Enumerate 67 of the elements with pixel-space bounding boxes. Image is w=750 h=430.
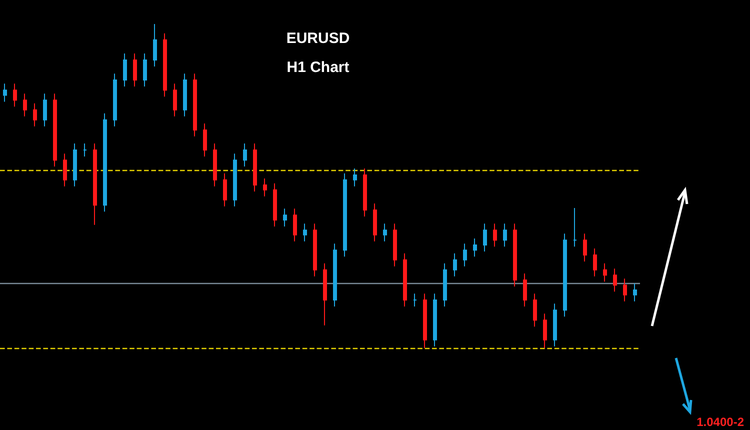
candlestick <box>183 73 187 117</box>
candlestick <box>83 143 87 158</box>
candlestick <box>503 223 507 248</box>
candlestick <box>153 24 157 67</box>
candlestick <box>583 233 587 262</box>
candlestick <box>453 252 457 277</box>
candlestick <box>293 208 297 242</box>
candlestick <box>123 52 127 88</box>
chart-title: EURUSD <box>286 30 350 47</box>
candlestick <box>493 223 497 248</box>
candlestick <box>3 83 7 102</box>
candlestick <box>113 73 117 127</box>
candlestick <box>213 143 217 187</box>
candlestick <box>263 178 267 197</box>
candlestick <box>483 223 487 252</box>
candlestick <box>243 143 247 168</box>
candlestick <box>103 112 107 212</box>
candlestick <box>433 293 437 347</box>
candlestick <box>603 262 607 282</box>
candlestick <box>393 223 397 267</box>
candlestick <box>363 168 367 217</box>
candlestick <box>563 233 567 318</box>
candlestick <box>33 102 37 127</box>
candlestick <box>533 293 537 328</box>
candlestick <box>383 223 387 242</box>
candlestick <box>423 293 427 348</box>
candlestick <box>313 223 317 277</box>
text: H1 Chart <box>286 59 350 76</box>
candlestick <box>303 223 307 242</box>
candlestick <box>463 243 467 267</box>
candlestick <box>333 243 337 308</box>
candlestick <box>633 283 637 302</box>
candlestick <box>543 313 547 348</box>
candlestick <box>573 208 577 248</box>
candlestick <box>593 248 597 277</box>
candlestick <box>223 172 227 207</box>
candlestick <box>193 73 197 137</box>
candlestick <box>513 223 517 287</box>
candlestick <box>143 52 147 88</box>
candlestick <box>23 93 27 117</box>
candlestick <box>283 208 287 227</box>
candlestick <box>373 202 377 242</box>
candlestick <box>63 153 67 187</box>
candlestick <box>53 93 57 168</box>
candlestick <box>473 238 477 258</box>
candlestick <box>353 168 357 187</box>
candlestick <box>443 262 447 308</box>
candlestick <box>273 182 277 227</box>
candlestick <box>173 83 177 117</box>
candlestick <box>413 293 417 308</box>
candlestick <box>343 172 347 258</box>
candlestick <box>13 83 17 108</box>
candlestick <box>403 252 407 308</box>
candlestick <box>93 143 97 226</box>
candlestick <box>523 272 527 308</box>
candlestick <box>623 278 627 302</box>
candlestick <box>133 52 137 88</box>
candlestick <box>323 262 327 326</box>
candlestick <box>73 143 77 187</box>
candlestick <box>253 143 257 192</box>
candlestick <box>203 122 207 158</box>
candlestick <box>43 93 47 127</box>
candlestick <box>553 303 557 347</box>
candlestick <box>613 268 617 292</box>
candlestick <box>233 153 237 207</box>
candlestick <box>163 32 167 98</box>
text: 1.0400-2 <box>696 415 744 429</box>
